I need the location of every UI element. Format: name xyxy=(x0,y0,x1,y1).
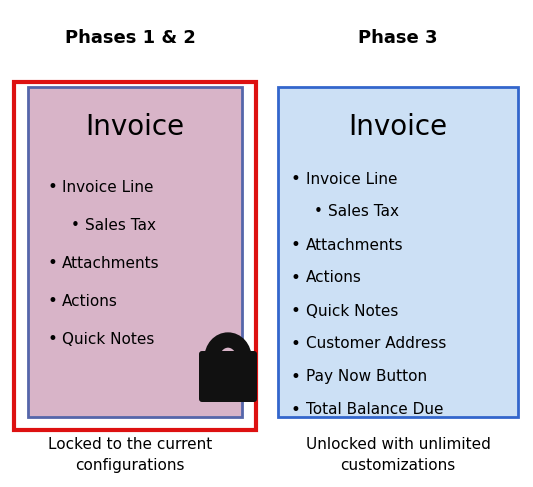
Text: •: • xyxy=(290,269,300,287)
Text: Invoice Line: Invoice Line xyxy=(306,171,398,187)
Text: •: • xyxy=(47,178,57,196)
Text: Pay Now Button: Pay Now Button xyxy=(306,370,427,385)
Text: •: • xyxy=(290,302,300,320)
Text: Sales Tax: Sales Tax xyxy=(328,205,399,220)
Text: •: • xyxy=(70,218,79,232)
Text: •: • xyxy=(290,368,300,386)
Text: Phase 3: Phase 3 xyxy=(358,29,438,47)
FancyBboxPatch shape xyxy=(199,351,257,402)
Text: Total Balance Due: Total Balance Due xyxy=(306,402,443,417)
Text: •: • xyxy=(47,254,57,272)
Text: •: • xyxy=(290,170,300,188)
Text: Invoice: Invoice xyxy=(349,113,448,141)
Text: Unlocked with unlimited
customizations: Unlocked with unlimited customizations xyxy=(305,437,490,473)
Text: Phases 1 & 2: Phases 1 & 2 xyxy=(64,29,196,47)
Text: •: • xyxy=(290,401,300,419)
Text: Quick Notes: Quick Notes xyxy=(306,303,398,318)
Text: •: • xyxy=(290,236,300,254)
Text: Sales Tax: Sales Tax xyxy=(85,218,156,232)
FancyBboxPatch shape xyxy=(28,87,242,417)
Text: Attachments: Attachments xyxy=(62,256,159,270)
Text: •: • xyxy=(313,205,322,220)
Text: •: • xyxy=(290,335,300,353)
Text: Actions: Actions xyxy=(62,294,118,308)
Text: Attachments: Attachments xyxy=(306,238,403,252)
Text: Actions: Actions xyxy=(306,270,362,285)
FancyBboxPatch shape xyxy=(278,87,518,417)
Text: Invoice: Invoice xyxy=(85,113,184,141)
Text: •: • xyxy=(47,330,57,348)
Text: Customer Address: Customer Address xyxy=(306,337,446,352)
Text: •: • xyxy=(47,292,57,310)
Text: Locked to the current
configurations: Locked to the current configurations xyxy=(48,437,212,473)
Text: Quick Notes: Quick Notes xyxy=(62,332,155,346)
Text: Invoice Line: Invoice Line xyxy=(62,180,154,194)
